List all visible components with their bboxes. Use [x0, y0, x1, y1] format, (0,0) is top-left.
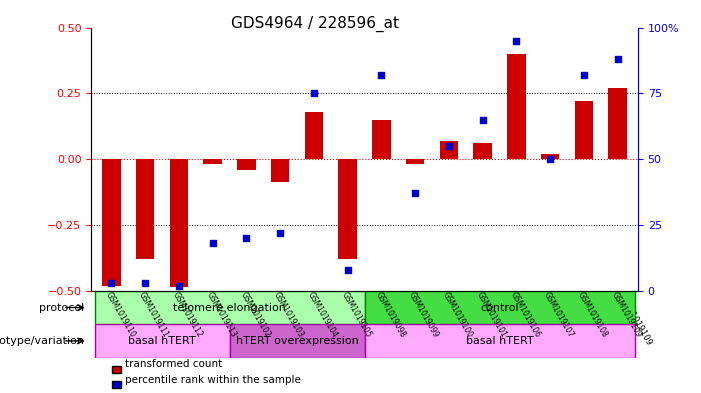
- Bar: [365, 291, 634, 324]
- Point: [578, 72, 590, 78]
- Text: GSM1019113: GSM1019113: [205, 291, 238, 340]
- Bar: [297, 28, 331, 291]
- Text: GSM1019105: GSM1019105: [340, 291, 373, 340]
- Bar: [473, 143, 492, 159]
- Bar: [136, 159, 154, 259]
- Text: GDS4964 / 228596_at: GDS4964 / 228596_at: [231, 16, 400, 32]
- Point: [342, 266, 353, 273]
- Text: percentile rank within the sample: percentile rank within the sample: [125, 375, 301, 385]
- Point: [545, 156, 556, 162]
- Bar: [365, 28, 398, 291]
- Text: basal hTERT: basal hTERT: [465, 336, 533, 346]
- Bar: [339, 159, 357, 259]
- Bar: [128, 28, 162, 291]
- Bar: [95, 28, 128, 291]
- Text: GSM1019103: GSM1019103: [273, 291, 306, 340]
- Bar: [95, 324, 229, 358]
- Text: protocol: protocol: [39, 303, 84, 312]
- Text: GSM1019100: GSM1019100: [441, 291, 475, 340]
- Text: GSM1019098: GSM1019098: [374, 291, 407, 340]
- Point: [207, 240, 218, 246]
- Point: [376, 72, 387, 78]
- Text: GSM1019110: GSM1019110: [104, 291, 137, 340]
- Bar: [365, 324, 634, 358]
- Bar: [229, 28, 264, 291]
- Point: [477, 116, 489, 123]
- Point: [275, 230, 286, 236]
- Bar: [196, 28, 229, 291]
- Point: [240, 235, 252, 241]
- Text: basal hTERT: basal hTERT: [128, 336, 196, 346]
- Bar: [305, 112, 323, 159]
- Point: [409, 190, 421, 196]
- Text: GSM1019108: GSM1019108: [576, 291, 609, 340]
- Point: [308, 90, 320, 96]
- Bar: [440, 141, 458, 159]
- Bar: [229, 324, 365, 358]
- Bar: [170, 159, 188, 287]
- Bar: [406, 159, 424, 164]
- Point: [511, 37, 522, 44]
- Point: [612, 56, 623, 62]
- Text: control: control: [480, 303, 519, 312]
- Bar: [465, 28, 500, 291]
- Bar: [237, 159, 256, 170]
- Text: GSM1019106: GSM1019106: [509, 291, 542, 340]
- Text: telomere elongation: telomere elongation: [173, 303, 286, 312]
- Bar: [102, 159, 121, 286]
- Point: [139, 280, 151, 286]
- Bar: [331, 28, 365, 291]
- Point: [173, 283, 184, 289]
- Text: GSM1019102: GSM1019102: [238, 291, 272, 340]
- Text: GSM1019099: GSM1019099: [407, 291, 441, 340]
- Bar: [95, 291, 365, 324]
- Bar: [432, 28, 465, 291]
- Bar: [500, 28, 533, 291]
- Text: GSM1019104: GSM1019104: [306, 291, 339, 340]
- Text: transformed count: transformed count: [125, 360, 222, 369]
- Text: GSM1019107: GSM1019107: [543, 291, 576, 340]
- Text: GSM1019101: GSM1019101: [475, 291, 508, 340]
- Text: GSM1019109: GSM1019109: [610, 291, 643, 340]
- Bar: [264, 28, 297, 291]
- Bar: [162, 28, 196, 291]
- Bar: [203, 159, 222, 164]
- Bar: [575, 101, 593, 159]
- Bar: [372, 119, 390, 159]
- Bar: [567, 28, 601, 291]
- Text: GSM1019111: GSM1019111: [137, 291, 170, 339]
- Point: [106, 280, 117, 286]
- Bar: [398, 28, 432, 291]
- Text: GSM1019112: GSM1019112: [171, 291, 204, 339]
- Bar: [601, 28, 634, 291]
- Bar: [507, 54, 526, 159]
- Text: hTERT overexpression: hTERT overexpression: [236, 336, 358, 346]
- Text: genotype/variation: genotype/variation: [0, 336, 84, 346]
- Point: [443, 143, 454, 149]
- Bar: [533, 28, 567, 291]
- Bar: [541, 154, 559, 159]
- Bar: [608, 88, 627, 159]
- Bar: [271, 159, 290, 182]
